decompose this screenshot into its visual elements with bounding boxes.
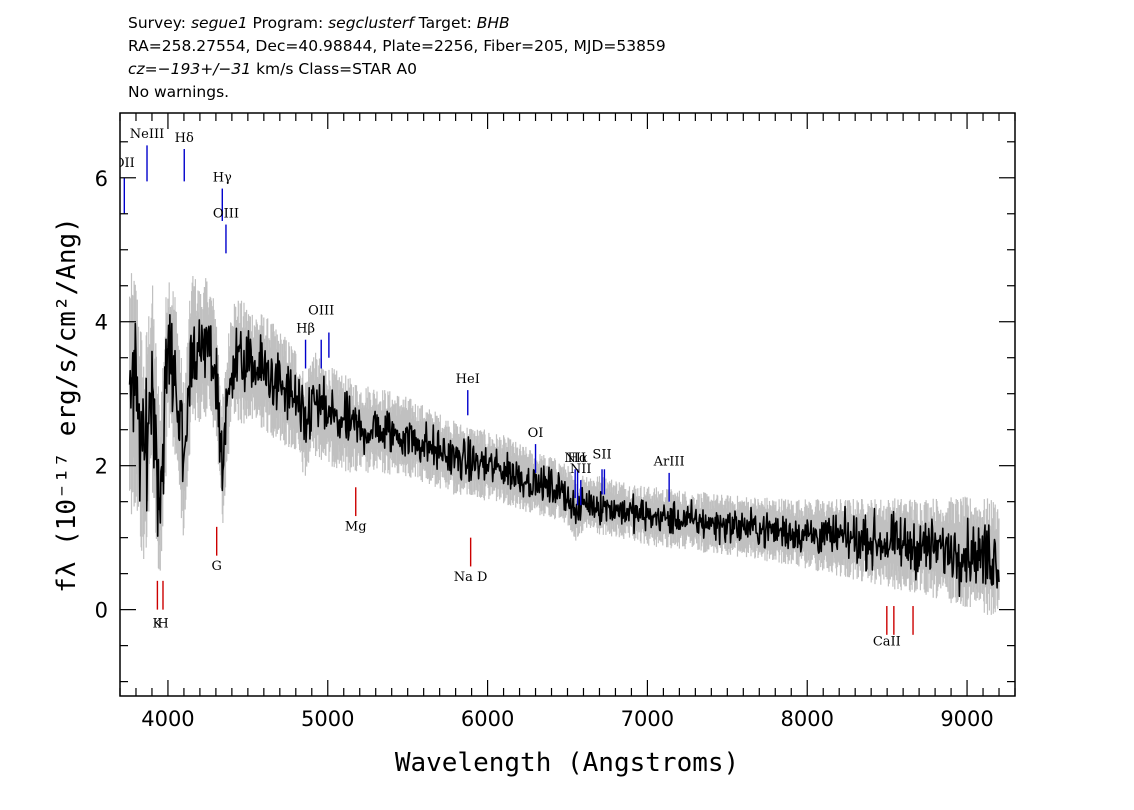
line-label: CaII: [873, 635, 901, 650]
spectrum-header: Survey: segue1 Program: segclusterf Targ…: [128, 12, 666, 104]
line-label: Hα: [568, 451, 588, 466]
survey-value: segue1: [190, 14, 248, 32]
header-line-warnings: No warnings.: [128, 83, 230, 101]
survey-label: Survey:: [128, 14, 191, 32]
x-axis-title: Wavelength (Angstroms): [395, 748, 739, 778]
y-axis-title: fλ (10⁻¹⁷ erg/s/cm²/Ang): [52, 217, 82, 593]
error-band-layer: [129, 273, 1000, 615]
header-line-survey: Survey: segue1 Program: segclusterf Targ…: [128, 12, 666, 35]
class-value: km/s Class=STAR A0: [251, 60, 418, 78]
line-label: OIII: [308, 304, 334, 319]
x-tick-label: 8000: [781, 707, 834, 731]
line-label: OII: [114, 156, 135, 171]
line-label: NII: [570, 462, 592, 477]
target-value: BHB: [476, 14, 510, 32]
line-label: NII: [564, 451, 586, 466]
x-tick-label: 6000: [461, 707, 514, 731]
line-label: SII: [592, 447, 611, 462]
flux-layer: [128, 314, 1000, 598]
x-tick-label: 5000: [301, 707, 354, 731]
x-tick-label: 7000: [621, 707, 674, 731]
x-tick-label: 4000: [141, 707, 194, 731]
line-label: Hγ: [213, 170, 232, 185]
y-tick-label: 2: [95, 455, 108, 479]
line-label: Hβ: [296, 322, 315, 337]
target-label: Target:: [413, 14, 477, 32]
error-band: [129, 273, 1000, 615]
program-label: Program:: [247, 14, 329, 32]
line-label: Hδ: [175, 131, 194, 146]
line-label: G: [211, 559, 221, 574]
line-label: Na D: [454, 570, 488, 585]
program-value: segclusterf: [328, 14, 414, 32]
line-label: Mg: [345, 519, 367, 534]
axis-tick-labels: 4000 5000 6000 7000 8000 9000 0 2 4 6: [95, 167, 994, 731]
flux-line: [128, 314, 1000, 598]
header-line-coordinates: RA=258.27554, Dec=40.98844, Plate=2256, …: [128, 37, 666, 55]
axis-ticks: [119, 113, 1016, 696]
line-label: H: [157, 617, 168, 632]
y-tick-label: 4: [95, 311, 108, 335]
y-tick-label: 6: [95, 167, 108, 191]
line-label: HeI: [456, 372, 480, 387]
line-label: NeIII: [130, 127, 164, 142]
x-tick-label: 9000: [940, 707, 993, 731]
header-line-redshift: cz=−193+/−31 km/s Class=STAR A0: [128, 58, 666, 81]
y-tick-label: 0: [95, 599, 108, 623]
line-label: K: [153, 617, 163, 632]
line-label: OI: [528, 426, 544, 441]
line-label: ArIII: [653, 455, 685, 470]
line-label: OIII: [213, 206, 239, 221]
cz-value: cz=−193+/−31: [128, 60, 252, 78]
